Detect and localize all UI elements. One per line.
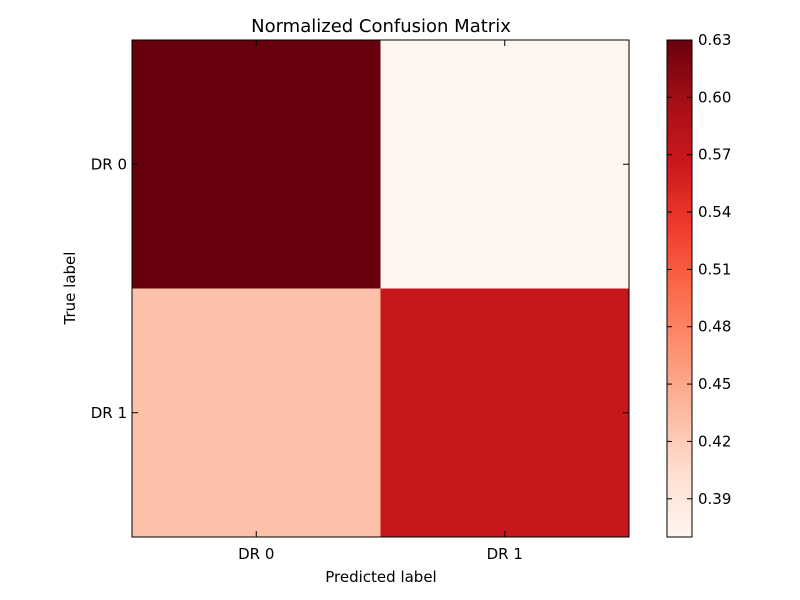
x-axis-label: Predicted label: [325, 568, 436, 586]
heatmap-cell-1-0: [132, 288, 381, 537]
heatmap-cell-0-1: [380, 40, 629, 289]
y-tick-label: DR 0: [91, 155, 127, 173]
y-axis-label: True label: [61, 252, 79, 326]
colorbar-tick-label: 0.39: [698, 490, 731, 508]
y-tick-label: DR 1: [91, 404, 127, 422]
colorbar-tick-label: 0.45: [698, 375, 731, 393]
colorbar-tick-label: 0.48: [698, 318, 731, 336]
colorbar-tick-label: 0.51: [698, 260, 731, 278]
chart-title: Normalized Confusion Matrix: [251, 16, 511, 37]
axis-ticks: DR 0 DR 1 DR 0 DR 1: [91, 40, 629, 563]
colorbar-tick-label: 0.63: [698, 31, 731, 49]
colorbar-tick-label: 0.42: [698, 432, 731, 450]
colorbar: [666, 39, 693, 538]
heatmap-cell-0-0: [132, 40, 381, 289]
heatmap-cells: [132, 40, 629, 537]
colorbar-tick-label: 0.57: [698, 146, 731, 164]
x-tick-label: DR 1: [487, 545, 523, 563]
plot-frame: [131, 39, 630, 538]
heatmap-cell-1-1: [380, 288, 629, 537]
colorbar-tick-label: 0.60: [698, 88, 731, 106]
colorbar-ticks: 0.39 0.42 0.45 0.48 0.51 0.54 0.57 0.60 0.63: [667, 31, 731, 508]
colorbar-tick-label: 0.54: [698, 203, 731, 221]
x-tick-label: DR 0: [238, 545, 274, 563]
